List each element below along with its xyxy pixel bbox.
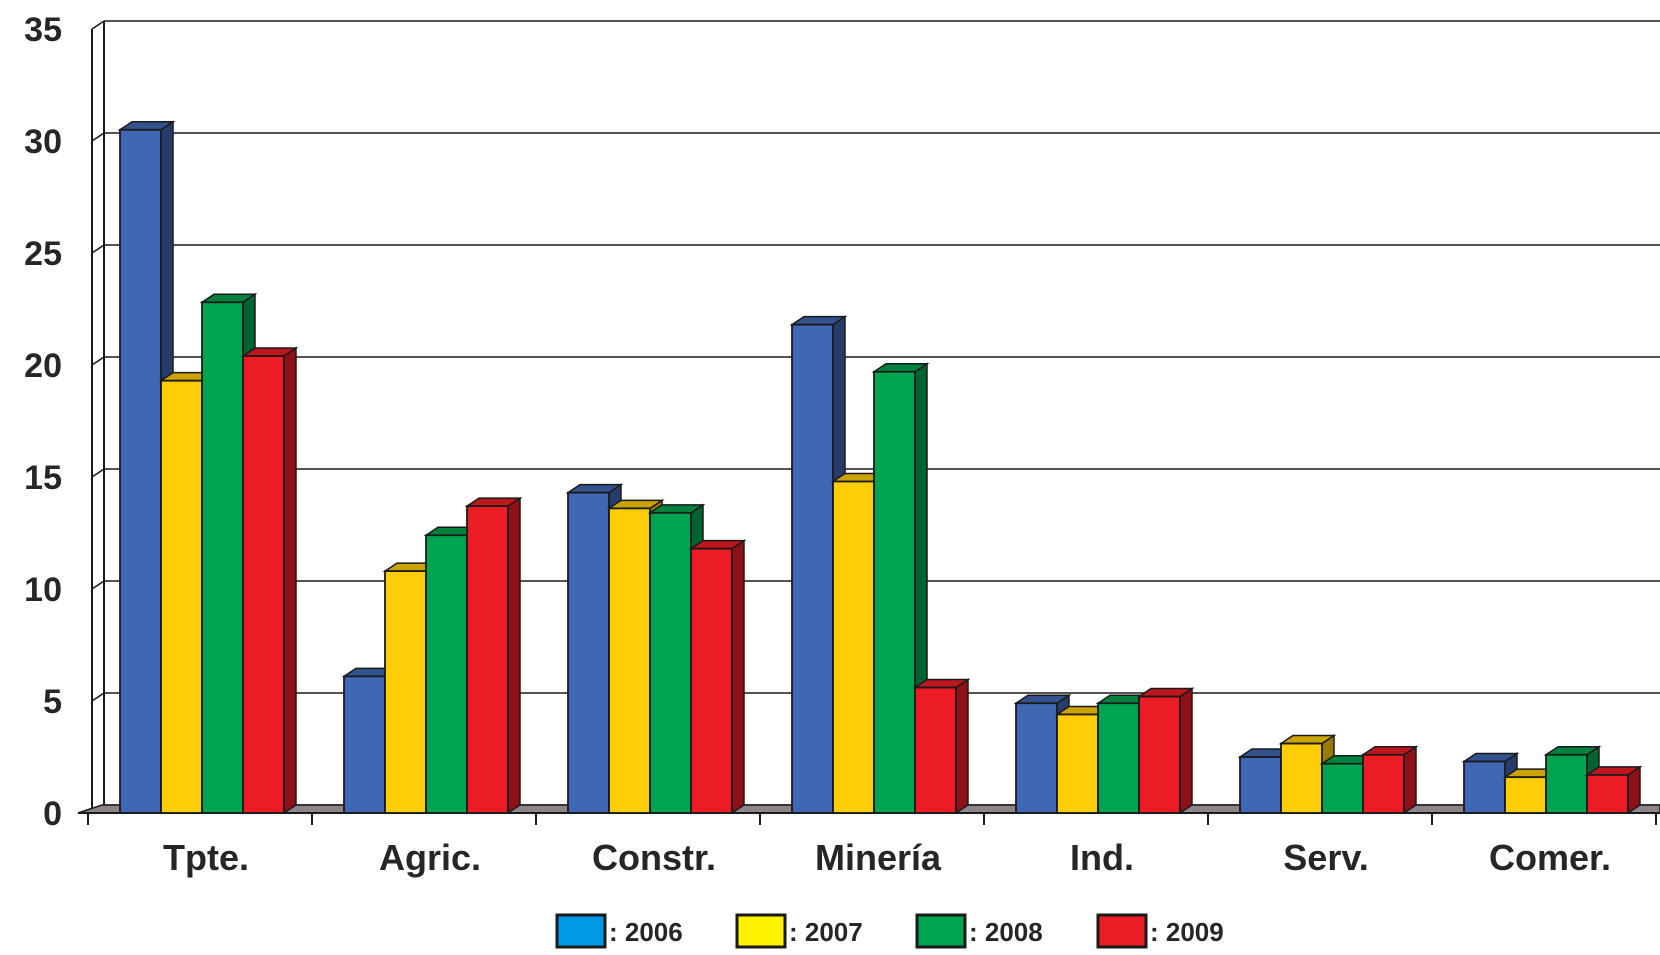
y-tick-label: 20 <box>24 347 62 385</box>
bar <box>464 496 523 815</box>
bar <box>240 346 299 815</box>
y-tick-label: 30 <box>24 123 62 161</box>
legend-label: : 2009 <box>1150 917 1224 947</box>
y-axis-tick-mark <box>91 468 105 478</box>
y-axis-tick-mark <box>91 132 105 142</box>
y-tick-label: 25 <box>24 235 62 273</box>
bar <box>1543 745 1602 815</box>
y-tick-label: 10 <box>24 571 62 609</box>
x-tick-label: Ind. <box>1070 837 1134 878</box>
legend-label: : 2007 <box>789 917 863 947</box>
legend-label: : 2006 <box>609 917 683 947</box>
bars <box>117 120 1643 815</box>
y-tick-label: 0 <box>43 795 62 833</box>
legend-swatch <box>555 913 607 949</box>
y-axis-tick-mark <box>91 20 105 30</box>
axis-labels: 0 5 10 15 20 25 30 35 Tpte. Agric. Constr. Minería I… <box>24 11 1611 878</box>
x-tick-label: Tpte. <box>163 837 249 878</box>
legend-swatch <box>1096 913 1148 949</box>
y-tick-label: 5 <box>43 683 62 721</box>
legend-swatch <box>735 913 787 949</box>
bar <box>912 678 971 815</box>
legend-swatch <box>915 913 967 949</box>
bar <box>1136 687 1195 815</box>
x-tick-label: Comer. <box>1489 837 1611 878</box>
bar <box>1584 765 1643 815</box>
legend-label: : 2008 <box>969 917 1043 947</box>
x-tick-label: Constr. <box>592 837 716 878</box>
x-tick-label: Serv. <box>1283 837 1368 878</box>
y-axis-tick-mark <box>91 580 105 590</box>
y-tick-label: 35 <box>24 11 62 49</box>
y-axis-tick-mark <box>91 356 105 366</box>
y-axis-tick-mark <box>91 244 105 254</box>
x-tick-label: Agric. <box>379 837 481 878</box>
x-tick-label: Minería <box>815 837 942 878</box>
y-axis-tick-mark <box>91 692 105 702</box>
y-tick-label: 15 <box>24 459 62 497</box>
legend: : 2006 : 2007 : 2008 : 2009 <box>555 913 1224 949</box>
bar <box>1360 745 1419 815</box>
bar <box>688 539 747 815</box>
